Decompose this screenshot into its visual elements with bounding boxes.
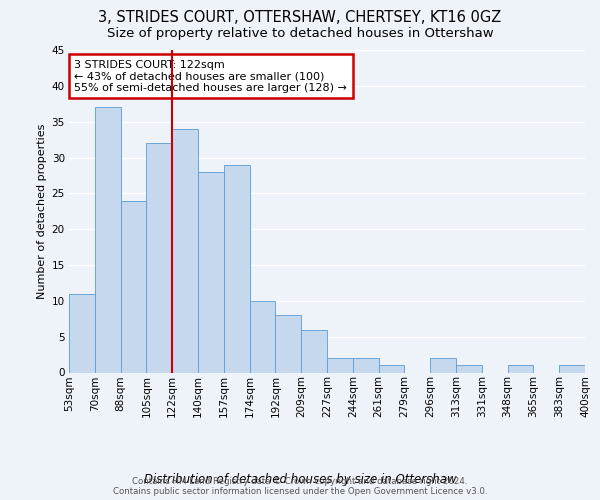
Bar bbox=[301, 330, 327, 372]
Bar bbox=[172, 129, 198, 372]
Bar bbox=[430, 358, 456, 372]
Text: 3, STRIDES COURT, OTTERSHAW, CHERTSEY, KT16 0GZ: 3, STRIDES COURT, OTTERSHAW, CHERTSEY, K… bbox=[98, 10, 502, 25]
Bar bbox=[121, 200, 146, 372]
Bar bbox=[224, 164, 250, 372]
Text: Contains HM Land Registry data © Crown copyright and database right 2024.
Contai: Contains HM Land Registry data © Crown c… bbox=[113, 476, 487, 496]
Bar bbox=[327, 358, 353, 372]
Bar bbox=[69, 294, 95, 372]
Bar bbox=[353, 358, 379, 372]
Bar bbox=[456, 366, 482, 372]
Bar bbox=[559, 366, 585, 372]
Text: 3 STRIDES COURT: 122sqm
← 43% of detached houses are smaller (100)
55% of semi-d: 3 STRIDES COURT: 122sqm ← 43% of detache… bbox=[74, 60, 347, 93]
Bar bbox=[146, 143, 172, 372]
Bar bbox=[379, 366, 404, 372]
Bar bbox=[275, 315, 301, 372]
Y-axis label: Number of detached properties: Number of detached properties bbox=[37, 124, 47, 299]
Text: Distribution of detached houses by size in Ottershaw: Distribution of detached houses by size … bbox=[143, 472, 457, 486]
Bar bbox=[508, 366, 533, 372]
Bar bbox=[95, 108, 121, 372]
Bar bbox=[198, 172, 224, 372]
Text: Size of property relative to detached houses in Ottershaw: Size of property relative to detached ho… bbox=[107, 28, 493, 40]
Bar bbox=[250, 301, 275, 372]
